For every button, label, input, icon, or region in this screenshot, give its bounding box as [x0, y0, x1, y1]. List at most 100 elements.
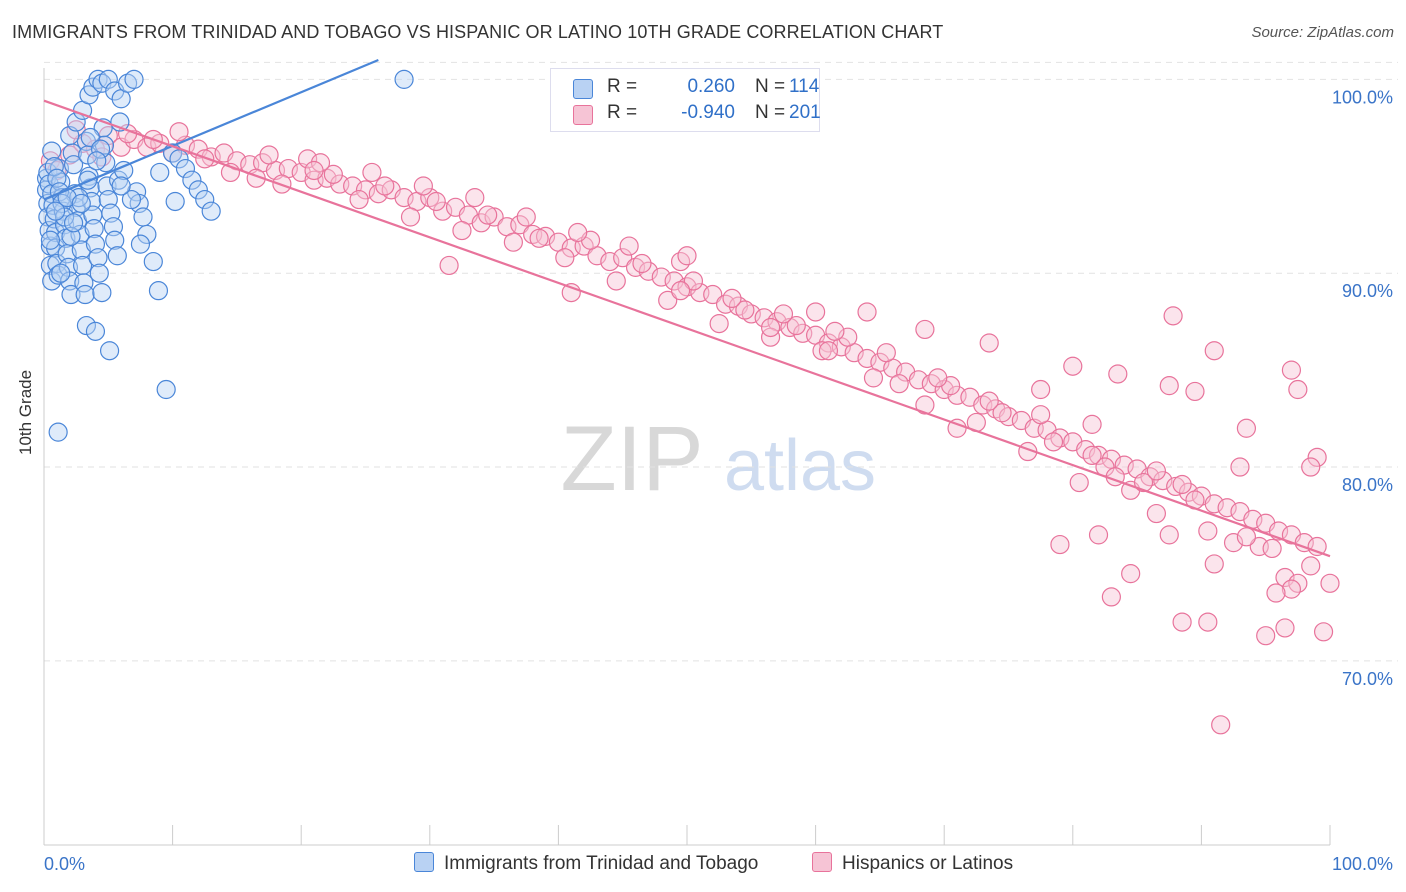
point-hispanic: [1082, 414, 1102, 434]
point-hispanic: [825, 321, 845, 341]
point-hispanic: [658, 290, 678, 310]
point-hispanic: [606, 271, 626, 291]
point-hispanic: [670, 281, 691, 301]
point-trinidad: [85, 321, 106, 341]
point-hispanic: [722, 288, 742, 309]
point-hispanic: [1088, 445, 1109, 466]
point-hispanic: [1178, 482, 1199, 502]
point-trinidad: [150, 162, 170, 183]
point-hispanic: [1172, 612, 1192, 632]
point-hispanic: [323, 164, 343, 184]
point-hispanic: [1236, 527, 1257, 547]
point-trinidad: [124, 69, 144, 89]
point-hispanic: [1281, 360, 1302, 380]
point-trinidad: [75, 284, 95, 305]
point-hispanic: [857, 348, 877, 369]
point-trinidad: [88, 248, 108, 268]
point-hispanic: [1307, 447, 1327, 467]
point-hispanic: [735, 300, 755, 320]
point-trinidad: [394, 69, 414, 89]
point-hispanic: [1301, 457, 1321, 477]
point-trinidad: [61, 284, 81, 305]
point-trinidad: [148, 281, 169, 301]
point-hispanic: [510, 215, 530, 235]
point-hispanic: [992, 403, 1012, 423]
legend-n-value: 114: [789, 76, 820, 97]
point-hispanic: [1211, 715, 1231, 735]
point-hispanic: [1163, 306, 1183, 326]
series-trinidad-points: [36, 69, 414, 442]
point-hispanic: [1088, 525, 1109, 545]
point-hispanic: [1121, 564, 1141, 584]
trend-line-trinidad: [43, 58, 379, 201]
legend-n-label: N =: [755, 76, 786, 97]
point-hispanic: [1031, 379, 1051, 400]
point-trinidad: [92, 282, 112, 303]
point-hispanic: [349, 189, 369, 210]
y-tick-label: 80.0%: [1342, 475, 1393, 495]
point-hispanic: [1133, 472, 1154, 493]
source-label: Source: ZipAtlas.com: [1251, 24, 1394, 41]
point-trinidad: [121, 189, 142, 210]
point-hispanic: [1204, 341, 1224, 361]
point-hispanic: [355, 180, 376, 200]
point-hispanic: [1063, 356, 1083, 376]
point-hispanic: [555, 248, 575, 268]
y-tick-label: 90.0%: [1342, 281, 1393, 301]
point-hispanic: [1217, 498, 1237, 518]
point-hispanic: [1185, 381, 1205, 402]
point-trinidad: [51, 263, 71, 283]
legend-swatch-pink: [573, 105, 593, 125]
point-trinidad: [48, 422, 68, 442]
point-trinidad: [71, 240, 91, 260]
point-trinidad: [103, 217, 124, 237]
point-hispanic: [760, 317, 781, 338]
legend-r-value: -0.940: [681, 102, 735, 123]
legend-swatch-pink: [812, 852, 832, 872]
point-hispanic: [818, 333, 839, 353]
point-hispanic: [1069, 472, 1089, 493]
point-trinidad: [99, 341, 120, 361]
point-hispanic: [908, 370, 929, 390]
point-hispanic: [619, 236, 639, 256]
point-trinidad: [71, 193, 91, 214]
point-trinidad: [97, 176, 117, 196]
point-hispanic: [433, 201, 453, 221]
point-hispanic: [568, 222, 588, 243]
point-trinidad: [42, 141, 62, 161]
point-hispanic: [979, 391, 999, 411]
point-trinidad: [188, 180, 208, 200]
grid-lines: [44, 61, 1398, 662]
point-trinidad: [57, 188, 77, 208]
point-hispanic: [876, 343, 896, 363]
point-hispanic: [439, 255, 459, 276]
point-hispanic: [754, 308, 774, 328]
point-trinidad: [175, 158, 196, 179]
point-hispanic: [503, 232, 523, 252]
point-trinidad: [182, 170, 202, 190]
point-trinidad: [63, 155, 84, 175]
point-trinidad: [165, 191, 185, 212]
point-hispanic: [857, 302, 877, 322]
point-hispanic: [400, 207, 421, 227]
point-trinidad: [201, 201, 221, 221]
legend-label-trinidad: Immigrants from Trinidad and Tobago: [444, 853, 759, 874]
point-hispanic: [310, 153, 331, 173]
point-hispanic: [259, 145, 279, 165]
point-hispanic: [928, 368, 948, 388]
point-trinidad: [133, 207, 153, 227]
chart-title: IMMIGRANTS FROM TRINIDAD AND TOBAGO VS H…: [12, 22, 944, 42]
point-hispanic: [1236, 418, 1257, 438]
point-hispanic: [773, 304, 794, 324]
point-trinidad: [107, 246, 127, 266]
point-hispanic: [632, 253, 652, 274]
point-hispanic: [1050, 534, 1070, 555]
point-hispanic: [465, 188, 485, 208]
point-hispanic: [683, 271, 704, 291]
legend-item-hispanic: Hispanics or Latinos: [812, 852, 1013, 875]
trend-lines: [43, 58, 1331, 558]
point-hispanic: [1266, 583, 1286, 603]
point-hispanic: [426, 191, 446, 212]
point-hispanic: [1288, 379, 1308, 400]
